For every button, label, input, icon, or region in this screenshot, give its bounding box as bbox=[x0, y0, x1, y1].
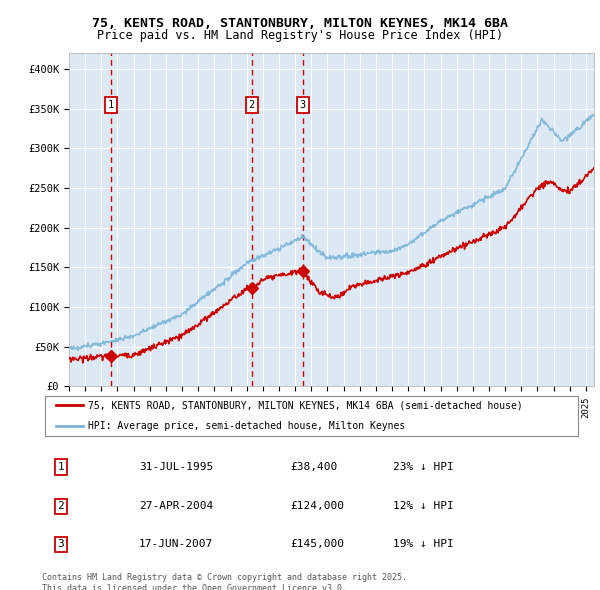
Text: 75, KENTS ROAD, STANTONBURY, MILTON KEYNES, MK14 6BA: 75, KENTS ROAD, STANTONBURY, MILTON KEYN… bbox=[92, 17, 508, 30]
Text: 12% ↓ HPI: 12% ↓ HPI bbox=[393, 502, 454, 512]
Text: Contains HM Land Registry data © Crown copyright and database right 2025.
This d: Contains HM Land Registry data © Crown c… bbox=[42, 573, 407, 590]
Text: £38,400: £38,400 bbox=[290, 462, 338, 472]
Text: Price paid vs. HM Land Registry's House Price Index (HPI): Price paid vs. HM Land Registry's House … bbox=[97, 30, 503, 42]
Text: £145,000: £145,000 bbox=[290, 539, 344, 549]
Text: 75, KENTS ROAD, STANTONBURY, MILTON KEYNES, MK14 6BA (semi-detached house): 75, KENTS ROAD, STANTONBURY, MILTON KEYN… bbox=[88, 401, 523, 411]
Text: 17-JUN-2007: 17-JUN-2007 bbox=[139, 539, 214, 549]
Text: 23% ↓ HPI: 23% ↓ HPI bbox=[393, 462, 454, 472]
Text: 31-JUL-1995: 31-JUL-1995 bbox=[139, 462, 214, 472]
Text: £124,000: £124,000 bbox=[290, 502, 344, 512]
Text: 1: 1 bbox=[58, 462, 64, 472]
FancyBboxPatch shape bbox=[45, 396, 578, 435]
Text: 27-APR-2004: 27-APR-2004 bbox=[139, 502, 214, 512]
Text: 1: 1 bbox=[107, 100, 114, 110]
Text: 19% ↓ HPI: 19% ↓ HPI bbox=[393, 539, 454, 549]
Text: 3: 3 bbox=[299, 100, 306, 110]
Text: 2: 2 bbox=[249, 100, 255, 110]
Text: 3: 3 bbox=[58, 539, 64, 549]
Text: 2: 2 bbox=[58, 502, 64, 512]
Text: HPI: Average price, semi-detached house, Milton Keynes: HPI: Average price, semi-detached house,… bbox=[88, 421, 405, 431]
